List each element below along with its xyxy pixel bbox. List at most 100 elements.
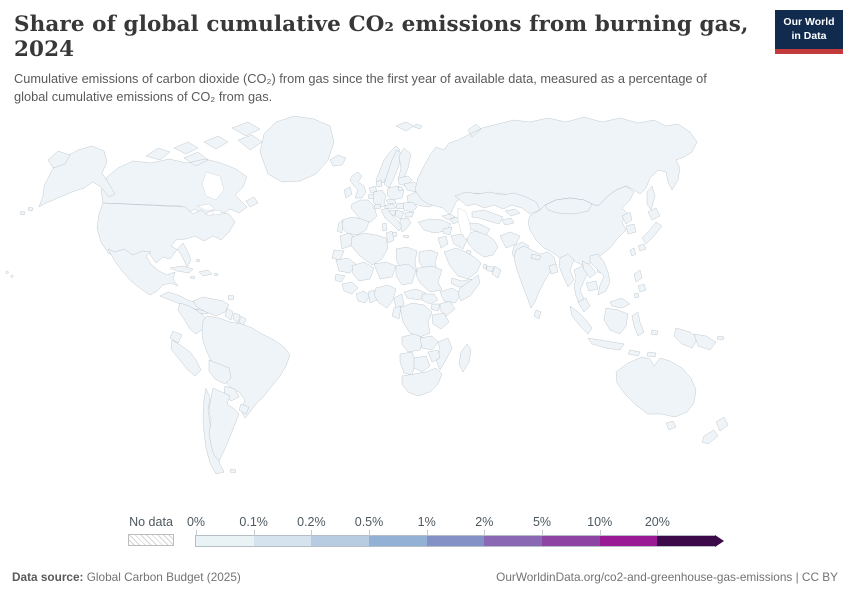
country-kazakhstan[interactable]	[454, 191, 541, 215]
country-namibia[interactable]	[399, 351, 417, 376]
country-ethiopia[interactable]	[439, 287, 463, 304]
country-greece[interactable]	[399, 217, 412, 239]
country-zambia[interactable]	[419, 335, 439, 351]
country-myanmar[interactable]	[558, 253, 575, 288]
country-papua-new-guinea[interactable]	[693, 333, 725, 351]
country-oman[interactable]	[491, 265, 502, 279]
country-bolivia[interactable]	[208, 359, 232, 385]
country-south-sudan[interactable]	[421, 293, 439, 305]
country-niger[interactable]	[373, 261, 397, 280]
country-angola[interactable]	[401, 333, 425, 353]
legend-bin[interactable]	[196, 536, 254, 546]
country-france[interactable]	[350, 199, 378, 223]
country-united-states[interactable]	[5, 145, 236, 278]
country-algeria[interactable]	[350, 232, 389, 266]
country-mongolia[interactable]	[544, 197, 593, 215]
legend-bin[interactable]	[369, 536, 427, 546]
country-congo-gabon[interactable]	[391, 305, 402, 320]
country-czechia[interactable]	[385, 198, 397, 205]
country-japan[interactable]	[637, 207, 663, 252]
country-philippines[interactable]	[633, 269, 647, 299]
country-georgia[interactable]	[441, 213, 456, 221]
owid-logo[interactable]: Our World in Data	[775, 10, 843, 54]
legend-bin[interactable]	[542, 536, 600, 546]
legend-no-data[interactable]: No data	[124, 515, 178, 546]
country-iraq[interactable]	[450, 233, 468, 250]
country-hispaniola[interactable]	[198, 269, 213, 277]
country-levant[interactable]	[437, 235, 449, 249]
country-cuba[interactable]	[169, 265, 194, 274]
country-botswana[interactable]	[413, 355, 431, 373]
country-argentina[interactable]	[208, 387, 240, 462]
country-somalia[interactable]	[457, 274, 481, 302]
country-malaysia[interactable]	[577, 297, 631, 313]
country-united-arab-emirates[interactable]	[485, 265, 495, 273]
country-russia[interactable]	[47, 116, 698, 216]
country-chad[interactable]	[395, 263, 417, 286]
country-madagascar[interactable]	[458, 343, 472, 373]
country-brazil[interactable]	[201, 315, 291, 419]
country-afghanistan[interactable]	[499, 231, 521, 249]
legend-bin[interactable]	[599, 536, 658, 546]
legend-bin[interactable]	[426, 536, 485, 546]
country-svalbard[interactable]	[395, 121, 423, 132]
country-indonesia[interactable]	[569, 305, 699, 358]
country-kenya[interactable]	[439, 300, 456, 317]
country-senegal[interactable]	[334, 273, 346, 283]
country-nigeria[interactable]	[373, 284, 397, 309]
country-laos[interactable]	[581, 260, 597, 279]
country-uzbekistan[interactable]	[471, 209, 504, 225]
country-guinea[interactable]	[341, 281, 359, 295]
country-nepal[interactable]	[530, 253, 542, 261]
country-sudan[interactable]	[415, 265, 443, 293]
country-iceland[interactable]	[329, 154, 347, 167]
country-uruguay[interactable]	[238, 403, 250, 415]
country-germany[interactable]	[372, 189, 387, 208]
country-peru[interactable]	[170, 339, 202, 377]
country-vietnam[interactable]	[589, 253, 611, 296]
country-taiwan[interactable]	[629, 247, 637, 257]
country-greenland[interactable]	[259, 115, 335, 183]
country-north-korea[interactable]	[621, 211, 633, 225]
country-portugal[interactable]	[336, 220, 344, 234]
country-dr-congo[interactable]	[399, 302, 433, 338]
country-tajikistan[interactable]	[501, 217, 515, 226]
country-bangladesh[interactable]	[548, 263, 559, 275]
country-romania[interactable]	[402, 201, 418, 213]
country-western-sahara[interactable]	[331, 249, 345, 261]
country-uganda[interactable]	[430, 303, 441, 312]
country-switzerland[interactable]	[373, 203, 382, 210]
country-united-kingdom[interactable]	[349, 171, 367, 199]
country-falkland-islands[interactable]	[229, 468, 237, 474]
country-india[interactable]	[513, 245, 557, 309]
country-spain[interactable]	[340, 216, 370, 236]
country-trinidad[interactable]	[227, 294, 235, 301]
country-egypt[interactable]	[418, 249, 439, 272]
country-finland[interactable]	[397, 147, 412, 181]
country-suriname[interactable]	[232, 312, 241, 324]
legend-bin[interactable]	[657, 536, 716, 546]
country-saudi-arabia[interactable]	[443, 247, 482, 280]
country-tunisia[interactable]	[385, 230, 395, 244]
country-caribbean-small[interactable]	[189, 258, 219, 280]
country-ireland[interactable]	[343, 186, 353, 199]
country-sardinia[interactable]	[381, 222, 388, 232]
legend-bin[interactable]	[311, 536, 369, 546]
country-mozambique[interactable]	[435, 337, 453, 371]
country-cameroon[interactable]	[393, 293, 405, 310]
country-south-africa[interactable]	[401, 367, 443, 397]
country-denmark[interactable]	[375, 179, 383, 188]
country-sri-lanka[interactable]	[533, 309, 542, 320]
country-iran[interactable]	[465, 230, 499, 258]
country-ecuador[interactable]	[169, 330, 183, 344]
country-kyrgyzstan[interactable]	[504, 208, 521, 217]
country-mexico[interactable]	[107, 248, 179, 296]
country-mali[interactable]	[351, 261, 375, 282]
legend-bin[interactable]	[253, 536, 312, 546]
country-guyana[interactable]	[224, 307, 234, 321]
country-canada[interactable]	[100, 121, 263, 216]
owid-citation-link[interactable]: OurWorldinData.org/co2-and-greenhouse-ga…	[496, 570, 838, 584]
country-chile[interactable]	[202, 387, 225, 475]
country-australia[interactable]	[615, 356, 697, 431]
country-new-zealand[interactable]	[701, 416, 729, 445]
